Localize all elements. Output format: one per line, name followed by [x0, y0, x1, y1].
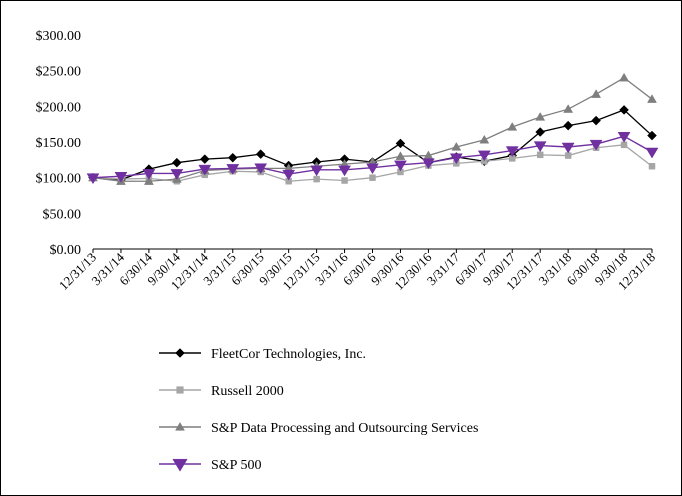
- data-point-diamond: [171, 157, 182, 168]
- y-tick-label: $50.00: [43, 207, 82, 222]
- data-point-diamond: [227, 152, 238, 163]
- series-3: [86, 132, 659, 185]
- data-point-triangle-down: [86, 173, 100, 185]
- data-point-triangle-up: [563, 104, 574, 113]
- data-point-triangle-up: [535, 112, 546, 121]
- data-point-square: [369, 174, 376, 181]
- data-point-diamond: [563, 120, 574, 131]
- legend-label: Russell 2000: [211, 384, 284, 399]
- data-point-triangle-down: [142, 169, 156, 180]
- data-point-triangle-down: [310, 165, 324, 177]
- data-point-triangle-down: [617, 132, 631, 143]
- data-point-triangle-up: [591, 89, 602, 98]
- legend-entry: Russell 2000: [159, 384, 284, 399]
- x-axis: 12/31/133/31/146/30/149/30/1412/31/143/3…: [56, 248, 658, 293]
- data-point-square: [620, 141, 628, 149]
- data-point-triangle-down: [198, 164, 212, 176]
- series-layer: [86, 72, 659, 185]
- y-tick-label: $250.00: [36, 65, 82, 80]
- data-point-square: [176, 386, 184, 394]
- legend-label: FleetCor Technologies, Inc.: [211, 347, 366, 362]
- data-point-triangle-down: [561, 142, 575, 154]
- data-point-square: [313, 175, 320, 183]
- legend-entry: S&P 500: [159, 458, 261, 473]
- data-point-triangle-up: [143, 176, 154, 185]
- data-point-triangle-down: [589, 139, 603, 151]
- data-point-triangle-down: [477, 150, 491, 162]
- data-point-triangle-down: [505, 146, 519, 158]
- legend-label: S&P Data Processing and Outsourcing Serv…: [211, 421, 478, 436]
- y-tick-label: $200.00: [36, 100, 82, 115]
- data-point-square: [564, 152, 572, 159]
- data-point-triangle-down: [421, 158, 435, 170]
- data-point-triangle-up: [619, 72, 629, 82]
- legend-entry: FleetCor Technologies, Inc.: [159, 347, 366, 362]
- data-point-triangle-down: [449, 153, 463, 165]
- data-point-square: [509, 155, 516, 162]
- data-point-triangle-down: [226, 164, 240, 175]
- y-tick-label: $100.00: [36, 172, 82, 187]
- data-point-diamond: [591, 115, 601, 126]
- data-point-triangle-down: [366, 163, 379, 175]
- data-point-diamond: [619, 105, 629, 115]
- data-point-triangle-up: [175, 421, 185, 431]
- data-point-triangle-down: [114, 171, 128, 183]
- data-point-triangle-down: [170, 169, 184, 180]
- data-point-square: [648, 163, 656, 170]
- legend-label: S&P 500: [211, 458, 261, 473]
- data-point-triangle-up: [479, 134, 490, 144]
- y-tick-label: $150.00: [36, 136, 82, 151]
- data-point-triangle-down: [254, 163, 268, 175]
- legend: FleetCor Technologies, Inc. Russell 2000 S…: [159, 347, 478, 473]
- data-point-diamond: [199, 154, 210, 164]
- y-axis: $0.00 $50.00 $100.00 $150.00 $200.00 $250.00 $…: [36, 29, 82, 258]
- data-point-triangle-up: [647, 94, 657, 103]
- data-point-diamond: [647, 130, 657, 141]
- data-point-diamond: [535, 127, 546, 137]
- y-tick-label: $300.00: [36, 29, 82, 44]
- data-point-triangle-down: [394, 160, 407, 172]
- data-point-triangle-up: [507, 122, 518, 131]
- y-tick-label: $0.00: [50, 243, 82, 258]
- data-point-diamond: [255, 149, 266, 159]
- data-point-triangle-down: [533, 141, 547, 153]
- data-point-triangle-up: [395, 151, 406, 160]
- data-point-diamond: [175, 348, 185, 358]
- data-point-triangle-down: [172, 458, 188, 472]
- data-point-diamond: [395, 138, 406, 149]
- legend-entry: S&P Data Processing and Outsourcing Serv…: [159, 421, 478, 436]
- data-point-square: [536, 151, 544, 159]
- data-point-square: [341, 177, 348, 184]
- data-point-triangle-down: [282, 169, 296, 181]
- data-point-triangle-down: [338, 165, 351, 177]
- data-point-triangle-down: [645, 147, 659, 159]
- data-point-triangle-up: [451, 141, 462, 151]
